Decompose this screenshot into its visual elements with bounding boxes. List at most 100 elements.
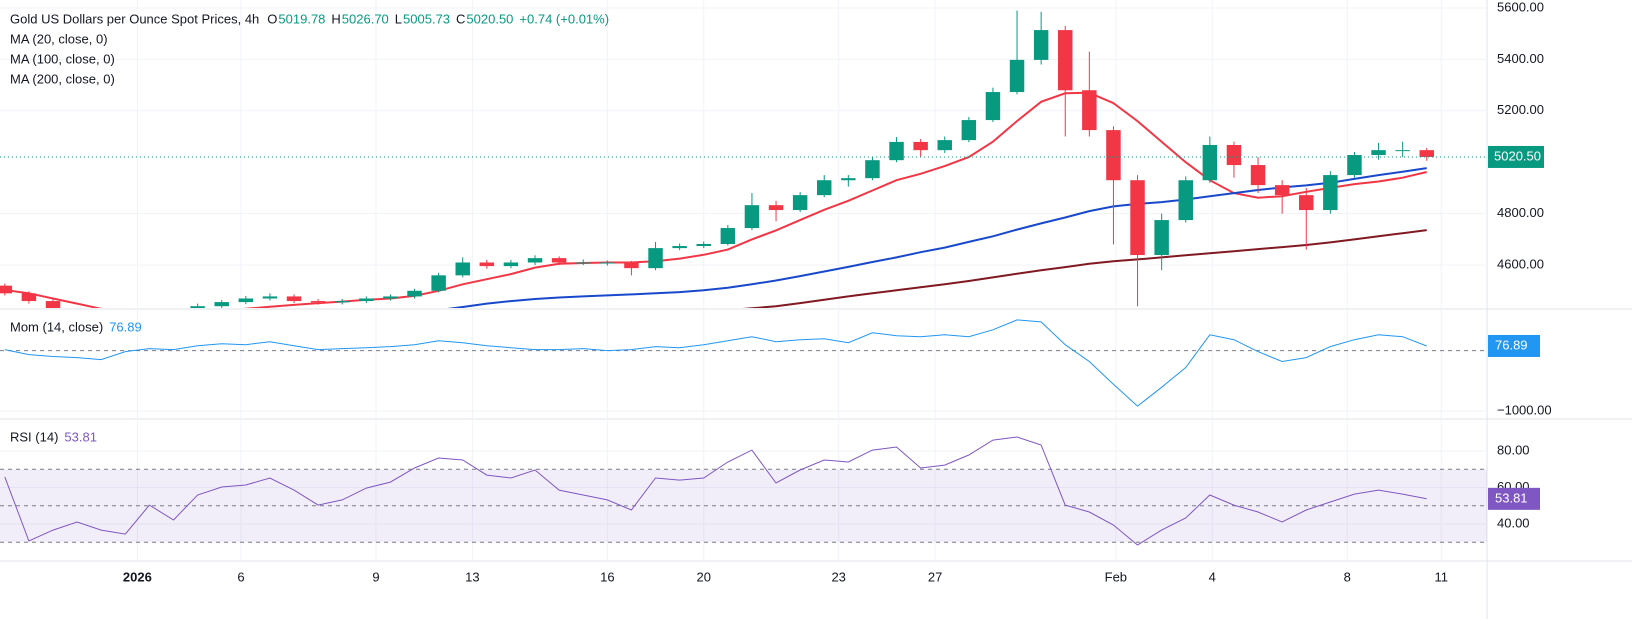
candle-body bbox=[1299, 195, 1314, 211]
indicator-value: 76.89 bbox=[109, 319, 142, 334]
candle-body bbox=[1202, 145, 1218, 181]
candle-body bbox=[1154, 220, 1169, 256]
candle-body bbox=[1274, 185, 1290, 196]
rsi-band bbox=[0, 469, 1487, 543]
x-tick-label: 16 bbox=[600, 569, 614, 584]
candle-body bbox=[913, 141, 928, 151]
value-badge-label: 53.81 bbox=[1495, 490, 1528, 505]
candle-body bbox=[817, 180, 832, 196]
indicator-value: 53.81 bbox=[64, 429, 97, 444]
candle-body bbox=[985, 92, 1001, 121]
candle-body bbox=[142, 319, 156, 329]
candle-body bbox=[407, 290, 422, 297]
x-tick-label: 13 bbox=[465, 569, 479, 584]
indicator-line bbox=[4, 319, 1427, 407]
candle-body bbox=[720, 228, 736, 244]
candle-body bbox=[359, 298, 374, 302]
x-tick-label: Feb bbox=[1105, 569, 1127, 584]
candle-body bbox=[383, 296, 398, 299]
y-tick-label: 4800.00 bbox=[1497, 205, 1544, 220]
candle-body bbox=[455, 262, 470, 276]
indicator-name: Mom (14, close) bbox=[10, 319, 103, 334]
last-price-label: 5020.50 bbox=[1494, 148, 1541, 163]
candle-body bbox=[1371, 150, 1386, 156]
candle-body bbox=[527, 258, 543, 263]
candle-body bbox=[648, 248, 663, 269]
candle-body bbox=[1226, 145, 1242, 166]
ohlc-value: 5026.70 bbox=[342, 11, 389, 26]
candle-body bbox=[503, 262, 519, 267]
y-tick-label: −1000.00 bbox=[1497, 402, 1552, 417]
candle-body bbox=[792, 195, 808, 211]
y-tick-label: 4600.00 bbox=[1497, 257, 1544, 272]
candle-body bbox=[961, 120, 977, 141]
candle-body bbox=[841, 178, 856, 181]
panel bbox=[0, 319, 1487, 412]
candle-body bbox=[479, 262, 495, 267]
candle-body bbox=[1033, 30, 1049, 60]
x-tick-label: 11 bbox=[1434, 569, 1448, 584]
value-badge bbox=[1488, 334, 1540, 357]
candle-body bbox=[672, 246, 687, 249]
candle-body bbox=[1009, 59, 1025, 93]
candle-body bbox=[1082, 90, 1097, 131]
candle-body bbox=[865, 160, 880, 179]
legend-entry: MA (200, close, 0) bbox=[10, 71, 115, 86]
candle-body bbox=[21, 293, 37, 302]
candle-body bbox=[551, 258, 567, 263]
legend-entry: MA (100, close, 0) bbox=[10, 51, 115, 66]
x-tick-label: 23 bbox=[831, 569, 845, 584]
last-price-badge bbox=[1488, 145, 1544, 168]
indicator-line bbox=[4, 436, 1427, 546]
candle-body bbox=[1347, 155, 1362, 176]
panel bbox=[0, 7, 1487, 329]
candle-body bbox=[744, 205, 760, 229]
candle-body bbox=[0, 285, 13, 294]
ohlc-key: L bbox=[395, 11, 402, 26]
candle-body bbox=[190, 306, 205, 308]
ohlc-key: C bbox=[456, 11, 465, 26]
candle-body bbox=[937, 140, 952, 151]
value-badge-label: 76.89 bbox=[1495, 337, 1528, 352]
ohlc-key: H bbox=[331, 11, 340, 26]
x-tick-label: 6 bbox=[237, 569, 244, 584]
x-tick-label: 4 bbox=[1209, 569, 1216, 584]
ohlc-value: 5005.73 bbox=[403, 11, 450, 26]
candle-body bbox=[600, 262, 615, 264]
y-tick-label: 5600.00 bbox=[1497, 0, 1544, 14]
candle-body bbox=[214, 302, 229, 307]
x-tick-label: 2026 bbox=[123, 569, 152, 584]
candle-body bbox=[576, 262, 591, 264]
candle-body bbox=[431, 275, 446, 291]
candle-body bbox=[334, 301, 350, 303]
candle-body bbox=[45, 301, 61, 308]
candle-body bbox=[286, 296, 302, 302]
candle-body bbox=[1395, 150, 1410, 152]
x-tick-label: 27 bbox=[928, 569, 942, 584]
candle-body bbox=[1058, 30, 1073, 91]
candle-body bbox=[889, 141, 904, 161]
panel bbox=[0, 436, 1487, 546]
candle-body bbox=[1130, 180, 1145, 256]
candle-body bbox=[1419, 150, 1434, 157]
ohlc-value: 5020.50 bbox=[466, 11, 513, 26]
moving-average bbox=[4, 91, 1427, 308]
y-tick-label: 80.00 bbox=[1497, 442, 1530, 457]
x-tick-label: 9 bbox=[372, 569, 379, 584]
value-badge bbox=[1488, 487, 1540, 510]
candle-body bbox=[768, 205, 784, 211]
legend-entry: MA (20, close, 0) bbox=[10, 31, 108, 46]
ohlc-value: 5019.78 bbox=[278, 11, 325, 26]
candle-body bbox=[262, 296, 278, 299]
candle-body bbox=[1106, 130, 1121, 181]
candle-body bbox=[310, 301, 326, 303]
y-tick-label: 5400.00 bbox=[1497, 51, 1544, 66]
y-tick-label: 5200.00 bbox=[1497, 102, 1544, 117]
moving-average bbox=[742, 229, 1427, 308]
candle-body bbox=[1250, 165, 1266, 186]
chart-title: Gold US Dollars per Ounce Spot Prices, 4… bbox=[10, 11, 259, 26]
moving-average bbox=[447, 167, 1427, 308]
y-tick-label: 40.00 bbox=[1497, 515, 1530, 530]
ohlc-key: O bbox=[267, 11, 277, 26]
